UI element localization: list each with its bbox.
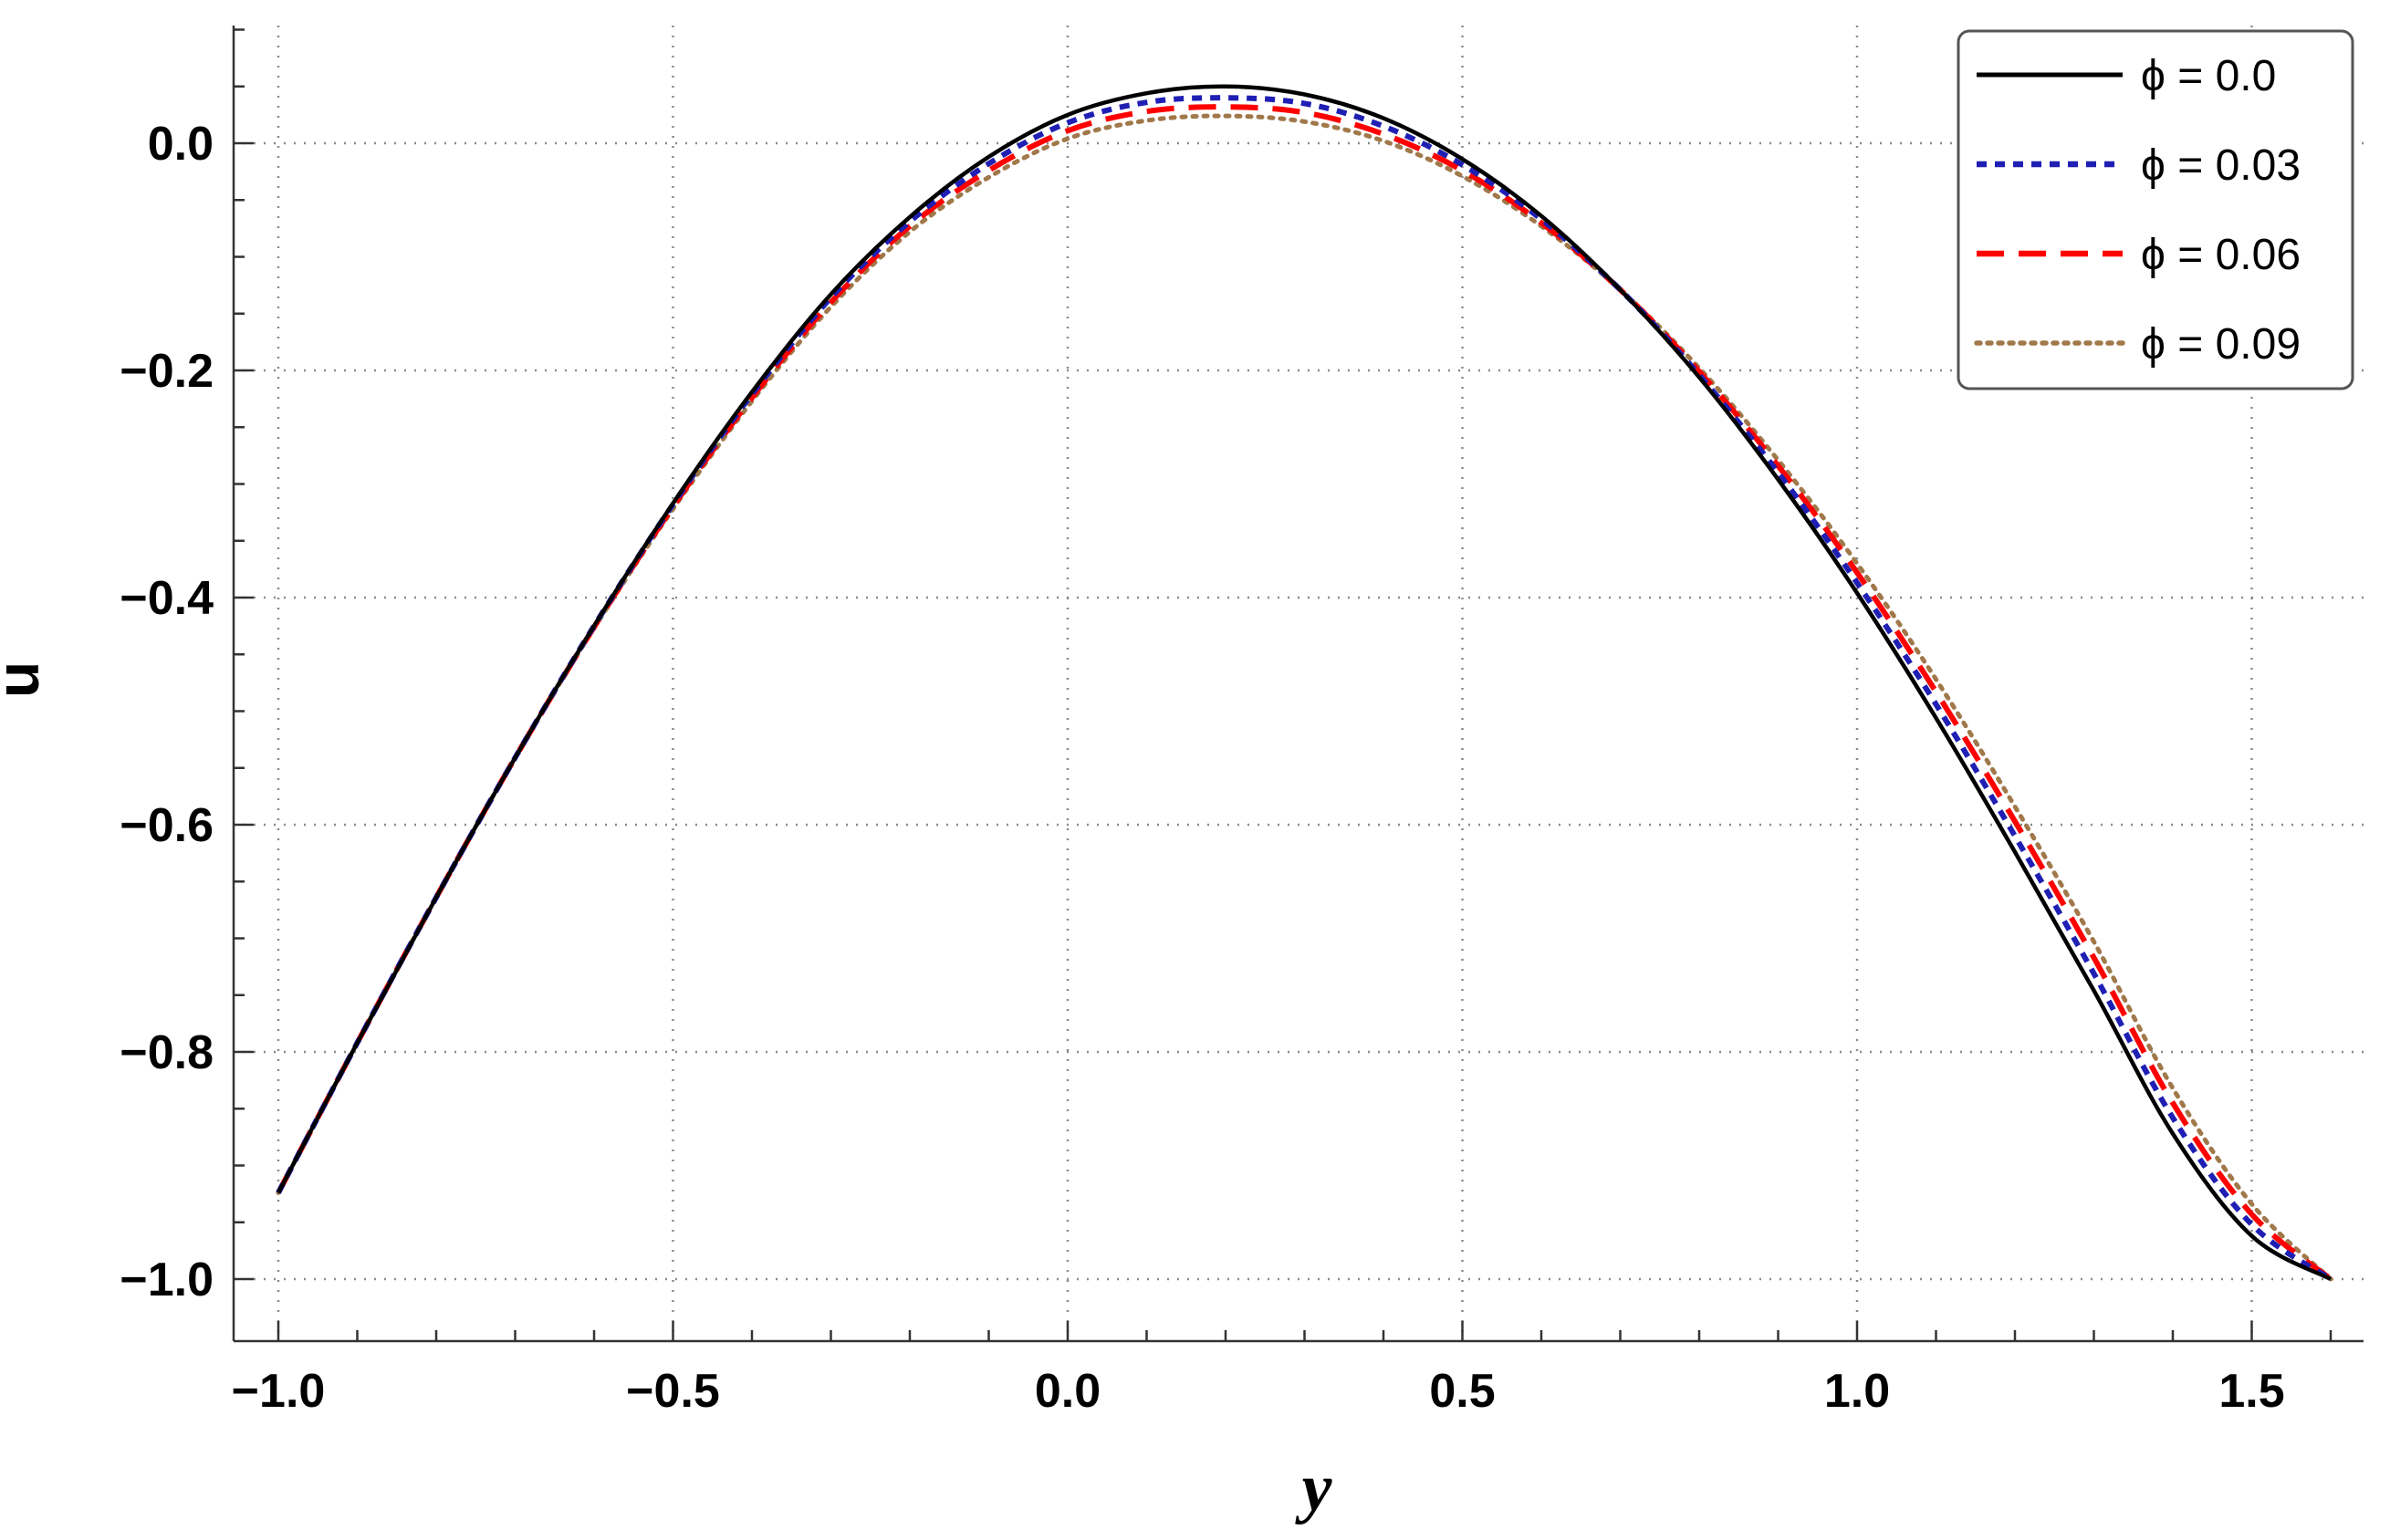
- legend: ϕ = 0.0 ϕ = 0.03 ϕ = 0.06 ϕ = 0.09: [1957, 29, 2354, 390]
- x-tick-label: −1.0: [232, 1365, 326, 1418]
- x-tick-label: 1.0: [1824, 1365, 1890, 1418]
- legend-label: ϕ = 0.09: [2141, 320, 2301, 369]
- axes: [232, 26, 2364, 1343]
- y-tick-label: −0.6: [120, 799, 214, 852]
- y-tick-label: 0.0: [148, 118, 214, 171]
- x-tick-label: 1.5: [2218, 1365, 2284, 1418]
- legend-label: ϕ = 0.03: [2141, 141, 2301, 190]
- x-tick-label: −0.5: [626, 1365, 720, 1418]
- x-tick-label: 0.5: [1429, 1365, 1495, 1418]
- legend-label: ϕ = 0.06: [2141, 231, 2301, 279]
- series-lines: [276, 84, 2333, 1282]
- y-tick-label: −0.4: [120, 572, 214, 625]
- legend-box: [1957, 29, 2354, 390]
- x-axis-title: y: [1295, 1451, 1333, 1525]
- y-axis-title: u: [0, 661, 51, 698]
- x-tick-label: 0.0: [1035, 1365, 1101, 1418]
- y-tick-label: −1.0: [120, 1254, 214, 1306]
- y-tick-label: −0.2: [120, 345, 214, 398]
- y-tick-label: −0.8: [120, 1026, 214, 1079]
- tick-labels: −1.0 −0.5 0.0 0.5 1.0 1.5 0.0 −0.2 −0.4 −0.6 −0.8 −…: [120, 118, 2284, 1418]
- grid-lines: [234, 26, 2364, 1341]
- series-line-1: [276, 95, 2333, 1282]
- series-line-0: [277, 84, 2333, 1281]
- legend-label: ϕ = 0.0: [2141, 52, 2276, 100]
